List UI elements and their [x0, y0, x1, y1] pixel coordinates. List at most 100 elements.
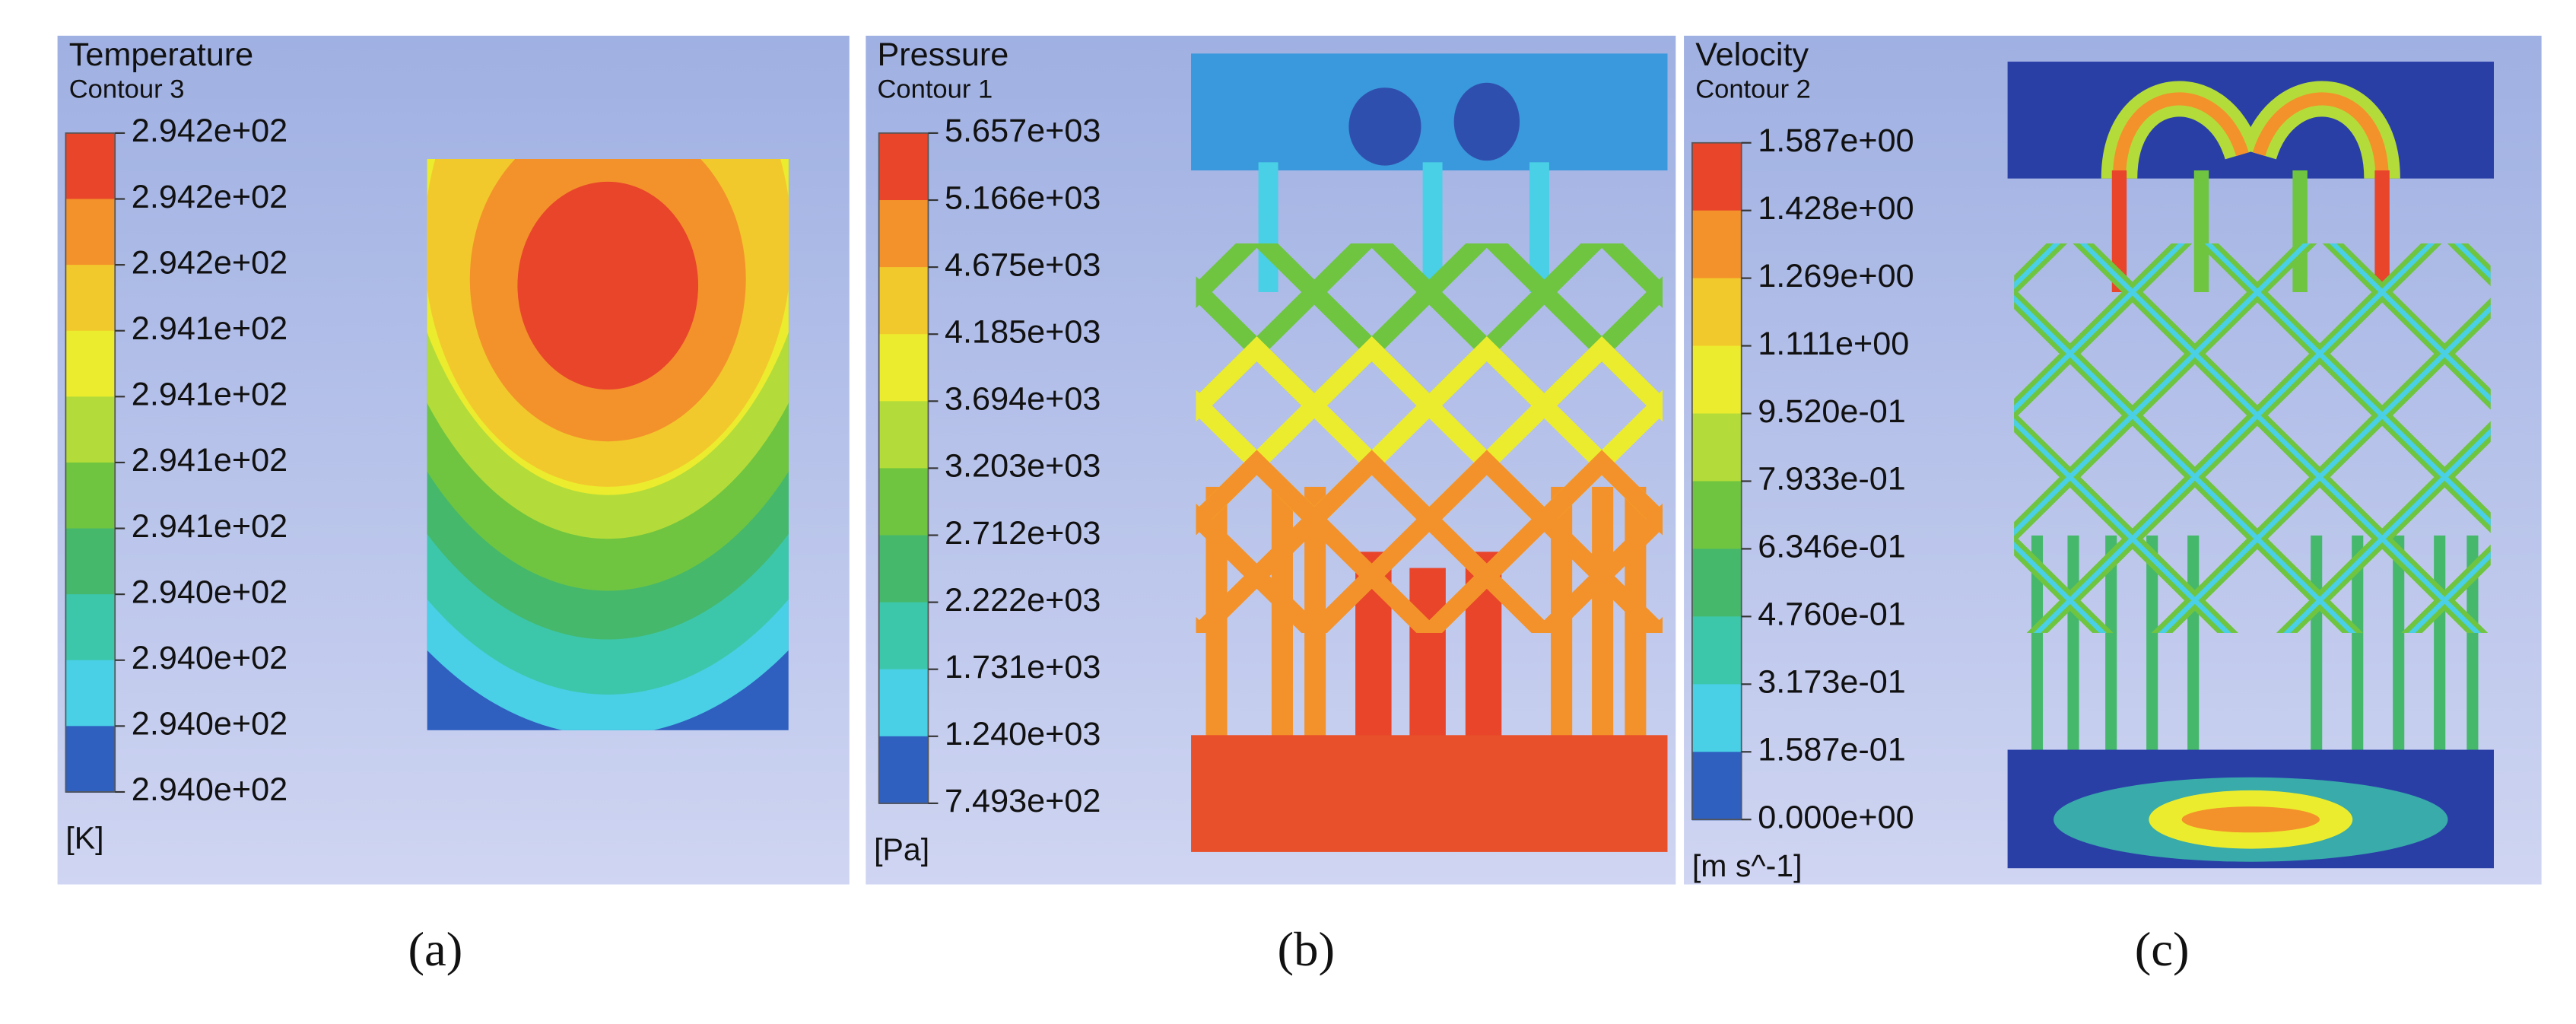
lattice-cell	[2014, 294, 2074, 413]
colorbar-band	[878, 468, 929, 536]
colorbar-label: 2.942e+02	[132, 113, 287, 149]
colorbar-label: 1.587e-01	[1758, 732, 1906, 768]
colorbar-band	[1691, 684, 1742, 753]
pressure-lattice	[1196, 243, 1663, 633]
colorbar-label: 1.111e+00	[1758, 326, 1909, 362]
colorbar-band	[1691, 142, 1742, 211]
lattice-cell	[2066, 535, 2199, 633]
unit-label: [m s^-1]	[1692, 848, 1803, 883]
inlet-chamber	[2007, 62, 2494, 179]
colorbar-label: 1.240e+03	[945, 716, 1101, 752]
colorbar-label: 1.428e+00	[1758, 190, 1914, 227]
colorbar-band	[878, 535, 929, 603]
lattice-cell	[2316, 535, 2448, 633]
colorbar-label: 3.203e+03	[945, 448, 1101, 485]
jet	[2112, 92, 2389, 179]
colorbar-label: 1.731e+03	[945, 649, 1101, 685]
lattice-cell	[1474, 507, 1615, 633]
channel	[1258, 162, 1278, 292]
colorbar-label: 1.269e+00	[1758, 258, 1914, 294]
inlet-chamber	[1191, 53, 1668, 170]
panel-title: Pressure	[877, 37, 1008, 73]
colorbar-label: 2.941e+02	[132, 442, 287, 479]
colorbar-label: 2.941e+02	[132, 310, 287, 347]
colorbar-label: 4.675e+03	[945, 247, 1101, 284]
colorbar-band	[65, 528, 116, 596]
caption: (c)	[2135, 922, 2190, 976]
colorbar-label: 2.941e+02	[132, 377, 287, 413]
colorbar-band	[1691, 481, 1742, 550]
lattice-cell	[1416, 563, 1558, 633]
colorbar-band	[65, 660, 116, 727]
panel-subtitle: Contour 1	[877, 75, 993, 104]
lattice-cell	[1244, 507, 1385, 633]
colorbar-label: 2.222e+03	[945, 582, 1101, 619]
channel	[1409, 568, 1446, 747]
colorbar-band	[65, 594, 116, 661]
channel	[1592, 486, 1614, 747]
panel-title: Temperature	[69, 37, 253, 73]
colorbar-label: 3.173e-01	[1758, 664, 1906, 701]
colorbar-label: 2.940e+02	[132, 640, 287, 676]
unit-label: [K]	[65, 821, 103, 856]
colorbar-band	[65, 726, 116, 793]
low-pressure-zone	[1453, 82, 1520, 161]
colorbar-band	[65, 330, 116, 398]
colorbar-label: 2.940e+02	[132, 771, 287, 808]
colorbar-band	[878, 200, 929, 269]
lattice-cell	[2441, 428, 2491, 526]
colorbar-band	[1691, 549, 1742, 618]
colorbar-band	[1691, 413, 1742, 482]
colorbar-band	[878, 602, 929, 670]
temperature-contour	[427, 159, 789, 730]
lattice-cell	[1531, 563, 1663, 633]
colorbar-band	[878, 334, 929, 402]
colorbar-label: 2.940e+02	[132, 706, 287, 743]
colorbar-label: 2.941e+02	[132, 508, 287, 545]
lattice-cell	[1196, 563, 1327, 633]
lattice-cell	[1589, 507, 1663, 633]
colorbar-band	[65, 265, 116, 332]
colorbar-label: 4.185e+03	[945, 314, 1101, 351]
colorbar-band	[1691, 345, 1742, 415]
contour-band	[517, 181, 699, 390]
colorbar-band	[878, 132, 929, 202]
lattice-cell	[2441, 304, 2491, 403]
velocity-lattice	[2014, 243, 2491, 633]
colorbar-band	[1691, 752, 1742, 821]
unit-label: [Pa]	[874, 832, 929, 867]
colorbar-label: 3.694e+03	[945, 381, 1101, 418]
colorbar-label: 4.760e-01	[1758, 596, 1906, 633]
colorbar-label: 1.587e+00	[1758, 122, 1914, 159]
colorbar-label: 6.346e-01	[1758, 529, 1906, 565]
colorbar-band	[878, 401, 929, 469]
colorbar-band	[878, 736, 929, 804]
colorbar-label: 7.493e+02	[945, 783, 1101, 819]
colorbar-label: 2.712e+03	[945, 515, 1101, 552]
colorbar-band	[878, 669, 929, 737]
colorbar-band	[65, 132, 116, 200]
lattice-cell	[2014, 418, 2074, 536]
colorbar-label: 2.940e+02	[132, 574, 287, 611]
colorbar-band	[65, 199, 116, 266]
colorbar-band	[1691, 616, 1742, 685]
lattice-cell	[1301, 563, 1443, 633]
colorbar-label: 2.942e+02	[132, 245, 287, 281]
colorbar-label: 7.933e-01	[1758, 461, 1906, 498]
lattice-cell	[2014, 542, 2074, 633]
pressure-contour	[1191, 53, 1668, 852]
colorbar-band	[1691, 210, 1742, 279]
jet-core	[2181, 806, 2320, 833]
colorbar-label: 0.000e+00	[1758, 800, 1914, 836]
lattice-cell	[1196, 507, 1270, 633]
panel-subtitle: Contour 3	[69, 75, 185, 104]
colorbar-label: 5.657e+03	[945, 113, 1101, 149]
colorbar-band	[65, 396, 116, 464]
colorbar-label: 9.520e-01	[1758, 393, 1906, 430]
colorbar-band	[878, 267, 929, 336]
caption: (a)	[408, 922, 462, 976]
lattice-cell	[1358, 507, 1500, 633]
panel-title: Velocity	[1695, 37, 1809, 73]
